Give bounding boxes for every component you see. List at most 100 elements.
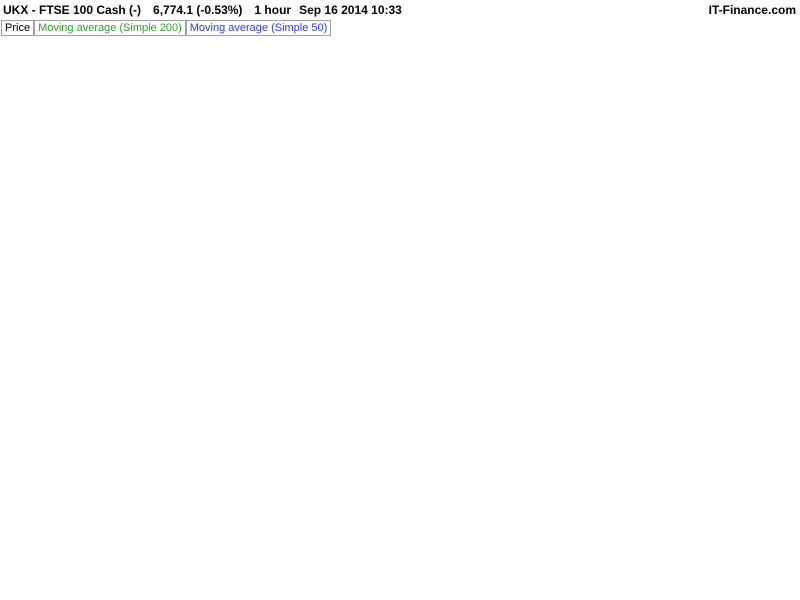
x-tick-label: 07 bbox=[157, 587, 169, 599]
rsi-band bbox=[483, 498, 488, 582]
rsi-band bbox=[3, 498, 8, 582]
chart-band bbox=[253, 36, 258, 492]
price-change: 6,774.1 (-0.53%) bbox=[153, 3, 243, 17]
chart-band bbox=[683, 36, 688, 492]
chart-band bbox=[83, 36, 88, 492]
rsi-y-tick-label: 50 bbox=[752, 535, 764, 547]
price-label-box bbox=[743, 98, 797, 114]
rsi-band bbox=[703, 498, 708, 582]
symbol-title: UKX - FTSE 100 Cash (-) bbox=[3, 3, 142, 17]
chart-band bbox=[153, 36, 158, 492]
x-tick-label: 08 bbox=[645, 587, 657, 599]
chart-band bbox=[693, 36, 698, 492]
rsi-band bbox=[253, 498, 258, 582]
rsi-band bbox=[723, 498, 728, 582]
x-tick-label: 03 bbox=[615, 587, 627, 599]
x-tick-label: 18 bbox=[259, 587, 271, 599]
y-tick-label: 6,750 bbox=[748, 225, 776, 237]
rsi-band bbox=[83, 498, 88, 582]
rsi-band bbox=[653, 498, 658, 582]
x-tick-label: 24 bbox=[60, 587, 72, 599]
x-tick-label: 23 bbox=[290, 587, 302, 599]
chart-band bbox=[23, 36, 28, 492]
rsi-band bbox=[273, 498, 278, 582]
rsi-band bbox=[493, 498, 498, 582]
chart-band bbox=[173, 36, 178, 492]
rsi-band bbox=[663, 498, 668, 582]
chart-band bbox=[503, 36, 508, 492]
chart-band bbox=[303, 36, 308, 492]
price-label-box bbox=[743, 271, 797, 287]
chart-header: UKX - FTSE 100 Cash (-) 6,774.1 (-0.53%) 1… bbox=[0, 0, 800, 20]
price-label: 6,774.1 bbox=[748, 197, 785, 209]
rsi-band bbox=[423, 498, 428, 582]
rsi-band bbox=[713, 498, 718, 582]
legend-ma200[interactable]: Moving average (Simple 200) bbox=[34, 20, 186, 36]
y-tick-label: 6,600 bbox=[748, 396, 776, 408]
rsi-band bbox=[103, 498, 108, 582]
rsi-band bbox=[383, 498, 388, 582]
x-tick-label: 05 bbox=[389, 587, 401, 599]
chart-band bbox=[443, 36, 448, 492]
chart-band bbox=[733, 36, 738, 492]
rsi-band bbox=[63, 498, 68, 582]
rsi-band bbox=[213, 498, 218, 582]
rsi-band bbox=[583, 498, 588, 582]
rsi-band bbox=[313, 498, 318, 582]
rsi-band bbox=[153, 498, 158, 582]
rsi-band bbox=[223, 498, 228, 582]
chart-band bbox=[103, 36, 108, 492]
chart-band bbox=[563, 36, 568, 492]
rsi-band bbox=[563, 498, 568, 582]
chart-band bbox=[13, 36, 18, 492]
x-tick-label: 16 bbox=[710, 587, 722, 599]
x-tick-label: 26 bbox=[547, 587, 559, 599]
x-tick-label: 29 bbox=[577, 587, 589, 599]
chart-band bbox=[663, 36, 668, 492]
price-label-box bbox=[743, 165, 797, 181]
x-tick-label: 11 bbox=[677, 587, 688, 599]
rsi-band bbox=[393, 498, 398, 582]
main-panel bbox=[1, 48, 739, 461]
rsi-value-box bbox=[743, 548, 789, 564]
chart-band bbox=[123, 36, 128, 492]
chart-band bbox=[113, 36, 118, 492]
brand-label: IT-Finance.com bbox=[708, 3, 796, 17]
price-label: 6,898.3 bbox=[748, 56, 785, 68]
chart-band bbox=[363, 36, 368, 492]
y-tick-label: 6,700 bbox=[748, 282, 776, 294]
chart-band bbox=[613, 36, 618, 492]
timeframe-label: 1 hour bbox=[254, 3, 292, 17]
y-tick-label: 6,650 bbox=[748, 339, 776, 351]
legend-price[interactable]: Price bbox=[1, 20, 35, 36]
x-tick-label: 13 bbox=[453, 587, 465, 599]
price-label-box bbox=[743, 194, 797, 210]
rsi-band bbox=[133, 498, 138, 582]
x-tick-label: 27 bbox=[92, 587, 104, 599]
x-tick-label: 18 bbox=[485, 587, 497, 599]
chart-band bbox=[653, 36, 658, 492]
chart-band bbox=[533, 36, 538, 492]
x-tick-label: 10 bbox=[193, 587, 205, 599]
chart-band bbox=[273, 36, 278, 492]
chart-band bbox=[53, 36, 58, 492]
price-label: 6,858.6 bbox=[748, 101, 785, 113]
chart-band bbox=[243, 36, 248, 492]
price-label: 6,799.6 bbox=[748, 168, 785, 180]
rsi-value-label: 31.299 bbox=[748, 551, 782, 563]
chart-band bbox=[283, 36, 288, 492]
chart-band bbox=[473, 36, 478, 492]
chart-band bbox=[263, 36, 268, 492]
rsi-band bbox=[43, 498, 48, 582]
rsi-band bbox=[283, 498, 288, 582]
x-tick-label: 21 bbox=[515, 587, 527, 599]
rsi-band bbox=[183, 498, 188, 582]
chart-band bbox=[523, 36, 528, 492]
chart-band bbox=[543, 36, 548, 492]
chart-band bbox=[633, 36, 638, 492]
x-tick-label: Jul bbox=[115, 587, 131, 599]
chart-band bbox=[43, 36, 48, 492]
rsi-band bbox=[433, 498, 438, 582]
legend-ma50[interactable]: Moving average (Simple 50) bbox=[185, 20, 332, 36]
